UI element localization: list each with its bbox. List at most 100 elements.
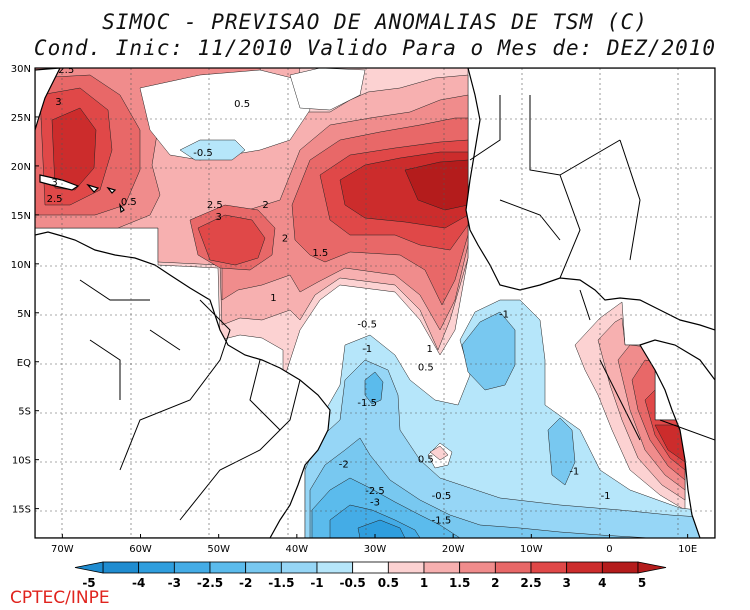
caribbean-islands (39, 174, 125, 214)
colorbar-arrow-low (74, 561, 104, 574)
colorbar-segment (209, 561, 247, 574)
positive-anomaly-north (35, 68, 469, 383)
contour-label: 2 (282, 233, 288, 244)
south-america (35, 231, 331, 538)
latitude-tick-label: 5S (18, 407, 31, 418)
continents (35, 68, 715, 538)
contour-label: 3 (215, 212, 221, 223)
contour-label: 3 (55, 97, 61, 108)
africa (465, 68, 715, 331)
contour-label: 2.5 (207, 200, 223, 211)
negative-anomaly-south (304, 299, 715, 538)
longitude-tick-label: 70W (51, 544, 74, 555)
colorbar-label: -2 (239, 576, 252, 590)
colorbar-segment (423, 561, 461, 574)
colorbar-label: 1 (420, 576, 428, 590)
contour-label: -1 (499, 310, 509, 321)
contour-label: 2.5 (47, 194, 63, 205)
africa-south (639, 339, 715, 538)
contour-label: -1 (362, 344, 372, 355)
latitude-tick-label: 5N (17, 309, 31, 320)
contour-label: -1 (601, 491, 611, 502)
colorbar-segment (138, 561, 175, 574)
contour-label: 2 (262, 200, 268, 211)
credit-label: CPTEC/INPE (10, 588, 110, 608)
latitude-axis: 30N 25N 20N 15N 10N 5N EQ 5S 10S 15S (11, 64, 39, 516)
colorbar-segment (316, 561, 354, 574)
colorbar-arrow-high (637, 561, 667, 574)
colorbar-label: -1.5 (268, 576, 294, 590)
colorbar-label: 2 (491, 576, 499, 590)
colorbar-segment (601, 561, 639, 574)
anomaly-contour-region (179, 139, 246, 161)
contour-label: 0.5 (418, 363, 434, 374)
latitude-tick-label: 10N (11, 260, 31, 271)
latitude-tick-label: 15N (11, 211, 31, 222)
longitude-tick-label: 20W (442, 544, 465, 555)
colorbar-label: 4 (598, 576, 606, 590)
longitude-tick-label: 60W (129, 544, 152, 555)
latitude-tick-label: 10S (12, 456, 31, 467)
contour-label: 1 (427, 344, 433, 355)
latitude-tick-label: 15S (12, 505, 31, 516)
longitude-tick-label: 30W (364, 544, 387, 555)
longitude-axis: 70W 60W 50W 40W 30W 20W 10W 0 10E (51, 534, 697, 555)
contour-label: -0.5 (193, 148, 213, 159)
anomaly-contour-region (197, 214, 266, 266)
positive-anomaly-southeast (574, 301, 686, 511)
contour-label: 3 (51, 178, 57, 189)
longitude-tick-label: 40W (286, 544, 309, 555)
colorbar-label: -4 (132, 576, 145, 590)
anomaly-contour-region (364, 371, 384, 405)
grid-lines (35, 68, 715, 538)
contour-label: -1.5 (432, 515, 452, 526)
contour-label: 1.5 (312, 248, 328, 259)
colorbar-label: -1 (310, 576, 323, 590)
latitude-tick-label: 30N (11, 64, 31, 75)
map-title: SIMOC - PREVISAO DE ANOMALIAS DE TSM (C) (102, 10, 648, 34)
anomaly-contour-region (429, 445, 449, 461)
latitude-tick-label: 20N (11, 162, 31, 173)
longitude-tick-label: 10E (678, 544, 697, 555)
colorbar-segment (387, 561, 425, 574)
longitude-tick-label: 50W (207, 544, 230, 555)
colorbar-segment (459, 561, 496, 574)
latitude-tick-label: 25N (11, 113, 31, 124)
colorbar-segment (280, 561, 318, 574)
colorbar-segment (566, 561, 603, 574)
contour-label: 0.5 (418, 455, 434, 466)
contour-label: -2 (339, 460, 349, 471)
colorbar-segment (173, 561, 211, 574)
contour-label: 1 (270, 293, 276, 304)
political-borders (79, 95, 715, 521)
contour-label: -1 (569, 466, 579, 477)
colorbar-segment (102, 561, 140, 574)
colorbar-label: -2.5 (197, 576, 223, 590)
anomaly-contour-region (289, 68, 366, 111)
longitude-tick-label: 0 (606, 544, 612, 555)
colorbar-label: -0.5 (340, 576, 366, 590)
colorbar-segment (245, 561, 282, 574)
colorbar-label: 3 (562, 576, 570, 590)
colorbar: -5 -4 -3 -2.5 -2 -1.5 -1 -0.5 0.5 1 1.5 2 2.5 3 4 5 (74, 561, 667, 590)
anomaly-contour-region (51, 107, 97, 191)
contour-label: -3 (370, 498, 380, 509)
anomaly-contour-region (461, 311, 516, 391)
longitude-tick-label: 10W (520, 544, 543, 555)
colorbar-label: 1.5 (449, 576, 470, 590)
contour-label: -2.5 (365, 486, 385, 497)
colorbar-segment (494, 561, 532, 574)
latitude-tick-label: EQ (17, 358, 31, 369)
anomaly-contour-region (357, 519, 406, 538)
anomaly-contour-region (139, 69, 311, 161)
colorbar-label: 2.5 (520, 576, 541, 590)
colorbar-label: 0.5 (378, 576, 399, 590)
contour-label: -0.5 (357, 319, 377, 330)
contour-label: 0.5 (234, 99, 250, 110)
colorbar-label: 5 (638, 576, 646, 590)
contour-label: 0.5 (121, 197, 137, 208)
contour-label: 2.5 (58, 65, 74, 76)
